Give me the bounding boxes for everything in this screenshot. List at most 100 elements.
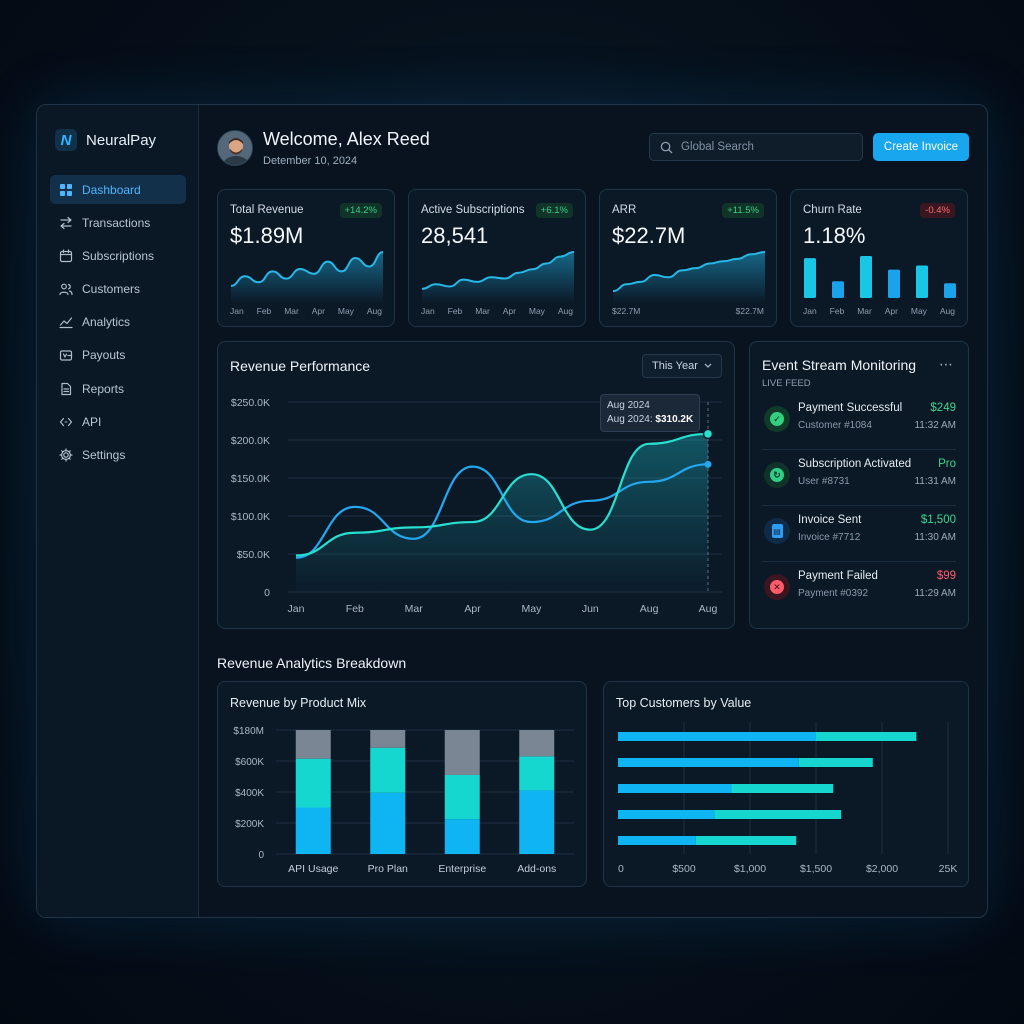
event-time: 11:29 AM — [914, 588, 956, 599]
event-subtitle: Customer #1084 — [798, 420, 872, 431]
create-invoice-button[interactable]: Create Invoice — [873, 133, 969, 161]
kpi-axis-label: $22.7M — [612, 306, 641, 316]
more-options-icon[interactable]: ⋯ — [939, 356, 954, 372]
event-item-subscription-activated[interactable]: ↻ Subscription Activated User #8731 Pro 11:3… — [762, 450, 956, 506]
customer-bar-segment[interactable] — [798, 758, 873, 767]
brand-logo-icon: N — [55, 129, 77, 151]
sidebar-item-reports[interactable]: Reports — [50, 374, 186, 403]
sidebar-item-label: Payouts — [82, 348, 126, 363]
churn-bar — [916, 265, 928, 298]
y-tick-label: $250.0K — [231, 397, 270, 409]
stacked-bar-segment[interactable] — [295, 758, 331, 808]
range-select[interactable]: This Year — [642, 354, 722, 378]
sidebar: N NeuralPay Dashboard Transactions Subscri… — [37, 105, 199, 917]
revenue-performance-panel: Revenue Performance This Year 0 $50.0K $10… — [217, 341, 735, 629]
kpi-axis: $22.7M $22.7M — [612, 306, 764, 316]
sidebar-item-label: Customers — [82, 282, 141, 297]
product-mix-chart[interactable]: 0 $200K $400K $600K $180M API Usage Pro Plan En… — [218, 682, 588, 888]
event-subtitle: Invoice #7712 — [798, 532, 861, 543]
event-time: 11:31 AM — [914, 476, 956, 487]
customer-bar-segment[interactable] — [731, 784, 834, 793]
kpi-title: ARR — [612, 204, 637, 216]
stacked-bar-segment[interactable] — [444, 730, 480, 775]
event-title: Payment Successful — [798, 402, 903, 414]
kpi-card-churn-rate[interactable]: Churn Rate -0.4% 1.18% Jan Feb Mar Apr May Aug — [790, 189, 968, 327]
sidebar-item-customers[interactable]: Customers — [50, 275, 186, 304]
customer-bar-segment[interactable] — [714, 810, 842, 819]
live-feed-label: LIVE FEED — [762, 378, 811, 389]
event-title: Subscription Activated — [798, 458, 912, 470]
stacked-bar-segment[interactable] — [519, 730, 555, 757]
event-stream-panel: Event Stream Monitoring ⋯ LIVE FEED ✓ Pay… — [749, 341, 969, 629]
event-title: Payment Failed — [798, 570, 878, 582]
event-item-invoice-sent[interactable]: ▤ Invoice Sent Invoice #7712 $1,500 11:30 AM — [762, 506, 956, 562]
main-content: Welcome, Alex Reed Detember 10, 2024 Cre… — [199, 105, 987, 917]
event-amount: $99 — [936, 570, 956, 582]
sidebar-item-label: Settings — [82, 448, 126, 462]
current-date: Detember 10, 2024 — [263, 155, 358, 167]
sidebar-item-analytics[interactable]: Analytics — [50, 308, 186, 337]
x-tick-label: $1,000 — [734, 863, 766, 875]
sidebar-item-label: Analytics — [82, 315, 131, 330]
code-icon — [59, 417, 73, 426]
event-item-payment-failed[interactable]: ✕ Payment Failed Payment #0392 $99 11:29 AM — [762, 562, 956, 618]
brand[interactable]: N NeuralPay — [55, 129, 156, 151]
sidebar-item-subscriptions[interactable]: Subscriptions — [50, 241, 186, 270]
search-input[interactable] — [681, 141, 851, 153]
sidebar-item-settings[interactable]: Settings — [50, 441, 186, 470]
kpi-axis-label: Feb — [447, 306, 463, 316]
sidebar-item-api[interactable]: API — [50, 407, 186, 436]
gear-icon — [59, 448, 73, 462]
kpi-axis-label: Jan — [421, 306, 435, 316]
product-mix-panel: Revenue by Product Mix 0 $200K $400K $600K $… — [217, 681, 587, 887]
x-tick-label: $1,500 — [800, 863, 832, 875]
stacked-bar-segment[interactable] — [370, 730, 406, 748]
sidebar-item-payouts[interactable]: Payouts — [50, 341, 186, 370]
kpi-axis: Jan Feb Mar Apr May Aug — [421, 306, 573, 316]
sidebar-item-transactions[interactable]: Transactions — [50, 208, 186, 237]
avatar[interactable] — [217, 130, 253, 166]
avatar-portrait-icon — [218, 131, 252, 165]
kpi-card-total-revenue[interactable]: Total Revenue +14.2% $1.89M Jan Feb Mar Apr May… — [217, 189, 395, 327]
kpi-sparkline — [612, 251, 766, 302]
customer-bar-segment[interactable] — [618, 810, 715, 819]
sparkline-area — [613, 252, 765, 302]
x-tick-label: Enterprise — [438, 863, 486, 875]
kpi-axis-label: Jan — [230, 306, 244, 316]
event-icon-glyph: ✓ — [770, 412, 784, 426]
stacked-bar-segment[interactable] — [295, 807, 331, 855]
event-amount: $1,500 — [920, 514, 956, 526]
kpi-card-arr[interactable]: ARR +11.5% $22.7M $22.7M $22.7M — [599, 189, 777, 327]
stacked-bar-segment[interactable] — [519, 790, 555, 854]
stacked-bar-segment[interactable] — [370, 792, 406, 854]
customer-bar-segment[interactable] — [618, 758, 799, 767]
top-customers-chart[interactable]: 0 $500 $1,000 $1,500 $2,000 25K — [604, 682, 970, 888]
stacked-bar-segment[interactable] — [519, 756, 555, 791]
customer-bar-segment[interactable] — [618, 732, 816, 741]
kpi-card-active-subscriptions[interactable]: Active Subscriptions +6.1% 28,541 Jan Feb Mar… — [408, 189, 586, 327]
stacked-bar-segment[interactable] — [444, 774, 480, 820]
global-search[interactable] — [649, 133, 863, 161]
data-point[interactable] — [704, 460, 712, 468]
revenue-line-chart[interactable]: 0 $50.0K $100.0K $150.0K $200.0K $250.0K Jan Fe… — [218, 342, 736, 630]
kpi-value: 1.18% — [803, 223, 866, 248]
check-circle-icon: ✓ — [764, 406, 790, 432]
customer-bar-segment[interactable] — [695, 836, 797, 845]
customer-bar-segment[interactable] — [618, 836, 696, 845]
stacked-bar-segment[interactable] — [295, 730, 331, 759]
app-window: N NeuralPay Dashboard Transactions Subscri… — [36, 104, 988, 918]
customer-bar-segment[interactable] — [816, 732, 917, 741]
customer-bar-segment[interactable] — [618, 784, 732, 793]
kpi-axis-label: Aug — [366, 306, 382, 316]
kpi-axis-label: Apr — [311, 306, 325, 316]
y-tick-label: $400K — [235, 788, 264, 799]
kpi-axis-label: Jan — [803, 306, 817, 316]
event-item-payment-successful[interactable]: ✓ Payment Successful Customer #1084 $249 11:… — [762, 394, 956, 450]
sidebar-item-dashboard[interactable]: Dashboard — [50, 175, 186, 204]
event-amount: Pro — [938, 458, 956, 470]
stacked-bar-segment[interactable] — [370, 747, 406, 793]
data-point[interactable] — [702, 428, 714, 440]
stacked-bar-segment[interactable] — [444, 819, 480, 854]
churn-bar — [832, 281, 844, 298]
kpi-value: 28,541 — [421, 223, 489, 248]
